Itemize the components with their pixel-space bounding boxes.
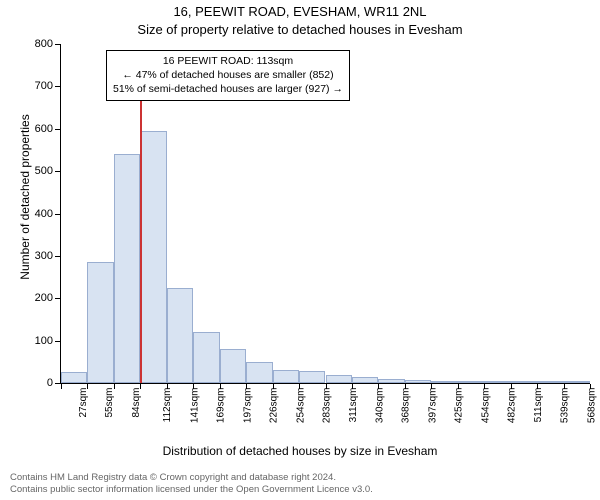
- x-tick: [537, 384, 538, 389]
- x-tick: [378, 384, 379, 389]
- x-tick: [564, 384, 565, 389]
- histogram-bar: [405, 380, 431, 383]
- y-tick: [55, 298, 60, 299]
- y-tick-label: 600: [25, 123, 53, 135]
- annotation-line: ← 47% of detached houses are smaller (85…: [113, 68, 343, 82]
- annotation-line: 16 PEEWIT ROAD: 113sqm: [113, 54, 343, 68]
- x-tick: [458, 384, 459, 389]
- x-tick: [193, 384, 194, 389]
- histogram-bar: [484, 381, 510, 383]
- histogram-bar: [326, 375, 352, 383]
- x-tick-label: 55sqm: [104, 388, 115, 418]
- x-tick: [114, 384, 115, 389]
- y-tick: [55, 256, 60, 257]
- annotation-box: 16 PEEWIT ROAD: 113sqm← 47% of detached …: [106, 50, 350, 101]
- x-tick-label: 340sqm: [375, 388, 386, 424]
- plot-area: 010020030040050060070080027sqm55sqm84sqm…: [60, 44, 590, 384]
- histogram-bar: [431, 381, 457, 383]
- y-tick: [55, 171, 60, 172]
- y-tick: [55, 129, 60, 130]
- x-tick-label: 368sqm: [401, 388, 412, 424]
- x-tick: [167, 384, 168, 389]
- histogram-bar: [193, 332, 219, 383]
- histogram-bar: [61, 372, 87, 383]
- x-tick: [431, 384, 432, 389]
- histogram-bar: [352, 377, 378, 383]
- histogram-bar: [378, 379, 404, 383]
- y-tick-label: 0: [25, 377, 53, 389]
- x-tick: [326, 384, 327, 389]
- attribution-footer: Contains HM Land Registry data © Crown c…: [10, 472, 373, 496]
- x-tick-label: 425sqm: [454, 388, 465, 424]
- histogram-bar: [114, 154, 140, 383]
- histogram-bar: [273, 370, 299, 383]
- figure: 16, PEEWIT ROAD, EVESHAM, WR11 2NL Size …: [0, 0, 600, 500]
- x-tick-label: 169sqm: [216, 388, 227, 424]
- histogram-bar: [246, 362, 272, 383]
- y-tick-label: 300: [25, 250, 53, 262]
- x-tick: [140, 384, 141, 389]
- x-tick-label: 454sqm: [480, 388, 491, 424]
- y-tick-label: 500: [25, 165, 53, 177]
- x-axis-label: Distribution of detached houses by size …: [0, 444, 600, 458]
- x-tick: [246, 384, 247, 389]
- y-tick-label: 200: [25, 292, 53, 304]
- x-tick: [299, 384, 300, 389]
- x-tick-label: 197sqm: [242, 388, 253, 424]
- histogram-bar: [299, 371, 325, 383]
- x-tick-label: 254sqm: [295, 388, 306, 424]
- x-tick: [405, 384, 406, 389]
- x-tick: [484, 384, 485, 389]
- y-tick: [55, 44, 60, 45]
- x-tick: [511, 384, 512, 389]
- x-tick-label: 283sqm: [322, 388, 333, 424]
- x-tick-label: 511sqm: [532, 388, 543, 423]
- x-tick-label: 539sqm: [560, 388, 571, 424]
- footer-line-2: Contains public sector information licen…: [10, 484, 373, 496]
- x-tick-label: 84sqm: [131, 388, 142, 418]
- y-tick: [55, 214, 60, 215]
- property-marker-line: [140, 91, 142, 383]
- x-tick-label: 27sqm: [78, 388, 89, 418]
- x-tick: [61, 384, 62, 389]
- x-tick: [273, 384, 274, 389]
- y-tick-label: 700: [25, 80, 53, 92]
- x-tick: [590, 384, 591, 389]
- histogram-bar: [87, 262, 113, 383]
- y-tick-label: 100: [25, 335, 53, 347]
- histogram-bar: [564, 381, 590, 383]
- y-tick: [55, 86, 60, 87]
- y-tick: [55, 383, 60, 384]
- x-tick-label: 397sqm: [427, 388, 438, 424]
- y-tick-label: 400: [25, 208, 53, 220]
- address-title: 16, PEEWIT ROAD, EVESHAM, WR11 2NL: [0, 4, 600, 19]
- histogram-bar: [220, 349, 246, 383]
- histogram-bar: [167, 288, 193, 383]
- x-tick-label: 112sqm: [162, 388, 173, 423]
- histogram-bar: [458, 381, 484, 383]
- x-tick-label: 482sqm: [507, 388, 518, 424]
- x-tick-label: 226sqm: [269, 388, 280, 424]
- histogram-bar: [537, 381, 563, 383]
- x-tick-label: 141sqm: [189, 388, 200, 424]
- subtitle: Size of property relative to detached ho…: [0, 22, 600, 37]
- x-tick-label: 311sqm: [347, 388, 358, 423]
- histogram-bar: [140, 131, 166, 383]
- annotation-line: 51% of semi-detached houses are larger (…: [113, 82, 343, 96]
- x-tick-label: 568sqm: [586, 388, 597, 424]
- x-tick: [220, 384, 221, 389]
- histogram-bar: [511, 381, 537, 383]
- x-tick: [87, 384, 88, 389]
- y-tick: [55, 341, 60, 342]
- x-tick: [352, 384, 353, 389]
- y-tick-label: 800: [25, 38, 53, 50]
- footer-line-1: Contains HM Land Registry data © Crown c…: [10, 472, 373, 484]
